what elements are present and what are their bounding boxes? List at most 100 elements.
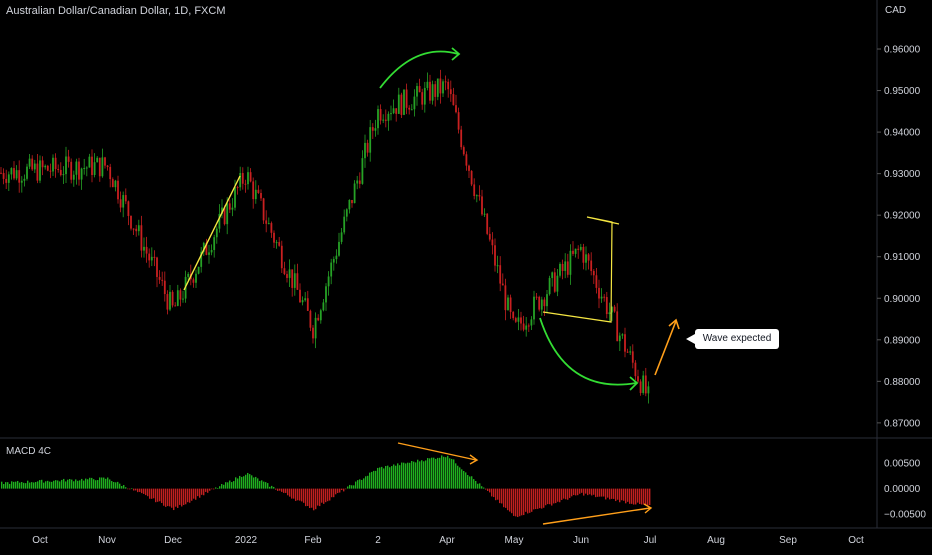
candle-down <box>592 271 595 276</box>
macd-bar-positive <box>465 472 467 489</box>
macd-bar-positive <box>391 466 393 489</box>
candle-down <box>161 279 164 281</box>
macd-bar-positive <box>449 458 451 489</box>
macd-bar-negative <box>593 488 595 495</box>
candle-down <box>306 298 309 311</box>
price-tick-label: 0.96000 <box>884 45 921 56</box>
macd-bar-negative <box>337 488 339 494</box>
time-tick-label: Aug <box>707 535 725 546</box>
candle-up <box>301 300 304 303</box>
candle-down <box>36 163 39 181</box>
candle-up <box>195 273 197 283</box>
candle-up <box>332 259 335 263</box>
chart-title: Australian Dollar/Canadian Dollar, 1D, F… <box>6 5 226 17</box>
candle-down <box>514 318 517 322</box>
macd-bar-positive <box>67 479 69 489</box>
candle-up <box>618 335 621 342</box>
macd-bar-positive <box>447 455 449 489</box>
candle-up <box>579 246 582 250</box>
macd-bar-negative <box>313 488 315 511</box>
macd-bar-positive <box>15 481 17 489</box>
candle-down <box>449 89 452 95</box>
candle-up <box>202 242 205 252</box>
candle-down <box>260 193 262 199</box>
candle-down <box>109 166 112 180</box>
macd-bar-positive <box>71 479 73 489</box>
macd-bar-negative <box>507 488 509 511</box>
macd-bar-positive <box>9 483 11 489</box>
candle-up <box>382 119 385 121</box>
candle-down <box>470 170 473 185</box>
macd-bar-positive <box>375 470 377 489</box>
candle-up <box>621 334 624 336</box>
candle-down <box>228 203 231 210</box>
candle-up <box>247 172 249 185</box>
candle-down <box>241 173 244 184</box>
macd-bar-positive <box>235 477 237 489</box>
macd-bar-negative <box>137 488 139 493</box>
macd-bar-positive <box>383 468 385 489</box>
macd-bar-positive <box>51 481 53 489</box>
macd-bar-positive <box>351 485 353 489</box>
candle-up <box>517 317 520 322</box>
macd-bar-negative <box>489 488 491 493</box>
orange-arrowhead <box>668 318 680 330</box>
macd-bar-negative <box>309 488 311 509</box>
candle-up <box>101 157 104 177</box>
candle-down <box>590 260 593 272</box>
macd-bar-positive <box>269 486 271 489</box>
candle-down <box>543 299 546 307</box>
macd-orange-divergence-bottom <box>542 507 651 525</box>
macd-bar-positive <box>105 478 107 489</box>
macd-bar-negative <box>611 488 613 499</box>
candle-up <box>197 266 200 274</box>
upper-green-arrowhead <box>451 47 461 61</box>
macd-bar-positive <box>63 478 65 489</box>
currency-label: CAD <box>885 5 907 16</box>
candle-up <box>600 296 603 299</box>
candle-down <box>634 362 637 377</box>
time-tick-label: 2 <box>375 535 381 546</box>
candle-up <box>483 213 486 215</box>
macd-bar-positive <box>35 481 37 489</box>
macd-bar-positive <box>401 462 403 489</box>
candle-down <box>286 274 288 278</box>
macd-bar-positive <box>19 482 21 489</box>
macd-bar-positive <box>215 487 217 489</box>
macd-bar-positive <box>421 460 423 489</box>
macd-bar-positive <box>91 477 93 489</box>
macd-bar-negative <box>643 488 645 505</box>
macd-bar-negative <box>625 488 627 504</box>
macd-bar-negative <box>299 488 301 501</box>
macd-bar-positive <box>455 463 457 489</box>
macd-bar-positive <box>253 477 255 489</box>
candle-up <box>85 167 88 169</box>
price-tick-label: 0.88000 <box>884 377 921 388</box>
candle-up <box>369 127 372 153</box>
macd-bar-positive <box>57 480 59 489</box>
macd-bar-negative <box>343 488 345 492</box>
macd-bar-negative <box>327 488 329 502</box>
time-tick-label: 2022 <box>235 535 258 546</box>
macd-bar-positive <box>273 486 275 489</box>
candle-down <box>639 381 642 393</box>
candle-down <box>499 265 502 284</box>
candle-down <box>252 181 255 200</box>
macd-bar-negative <box>193 488 195 499</box>
candle-down <box>605 297 608 315</box>
macd-bar-negative <box>183 488 185 506</box>
macd-bar-negative <box>329 488 331 501</box>
macd-bar-positive <box>367 475 369 489</box>
macd-bar-negative <box>641 488 643 505</box>
macd-bar-negative <box>525 488 527 512</box>
macd-bar-negative <box>163 488 165 506</box>
macd-orange-top-arrowhead <box>469 454 479 465</box>
macd-bar-negative <box>503 488 505 508</box>
candle-down <box>598 287 600 299</box>
macd-bar-negative <box>491 488 493 497</box>
macd-bar-positive <box>359 479 361 489</box>
candle-down <box>460 129 463 148</box>
macd-bar-negative <box>281 488 283 492</box>
candle-down <box>46 165 49 171</box>
time-tick-label: Jun <box>573 535 589 546</box>
